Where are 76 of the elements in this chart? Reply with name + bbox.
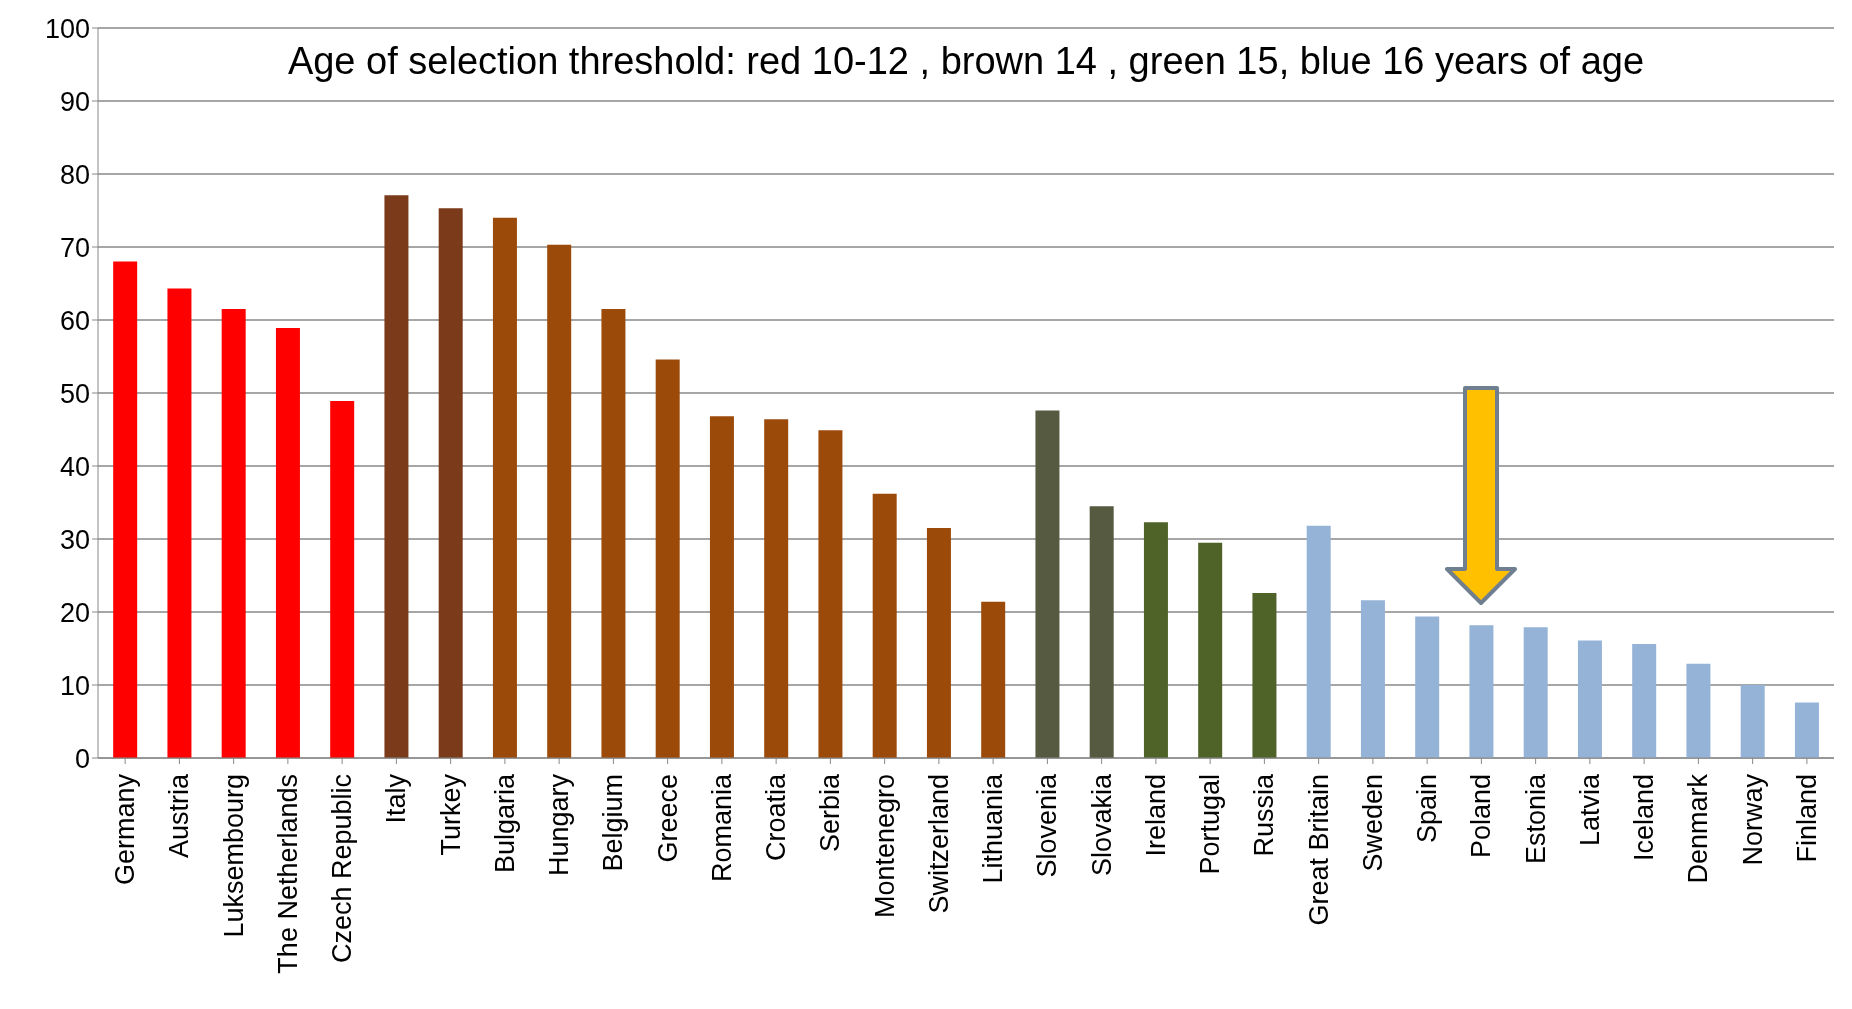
bar [1198, 542, 1223, 758]
x-tick-label: Serbia [815, 773, 846, 853]
bar [1794, 702, 1819, 758]
bar [818, 430, 843, 758]
bar [113, 261, 138, 758]
x-tick-label: Luksembourg [218, 774, 249, 938]
bar [1360, 600, 1385, 758]
bar [1577, 640, 1602, 758]
bar [1523, 627, 1548, 758]
bar [1035, 410, 1060, 758]
x-tick-label: Denmark [1683, 773, 1714, 884]
x-tick-label: Estonia [1520, 773, 1551, 865]
x-tick-label: Finland [1791, 774, 1822, 863]
x-tick-label: Sweden [1357, 774, 1388, 872]
x-tick-label: Belgium [598, 774, 629, 872]
bar [1740, 685, 1765, 758]
x-tick-label: Latvia [1574, 773, 1605, 847]
bar [1089, 506, 1114, 758]
y-tick-label: 80 [59, 159, 90, 190]
x-tick-label: Iceland [1629, 774, 1660, 862]
y-tick-label: 100 [44, 13, 90, 44]
x-tick-label: Switzerland [923, 774, 954, 914]
x-tick-label: Hungary [544, 773, 575, 877]
y-tick-label: 10 [59, 670, 90, 701]
x-tick-label: Poland [1466, 774, 1497, 859]
bar [1143, 522, 1168, 758]
bar [438, 208, 463, 758]
bar [655, 359, 680, 758]
x-tick-label: Great Britain [1303, 774, 1334, 926]
y-tick-label: 70 [59, 232, 90, 263]
y-tick-label: 50 [59, 378, 90, 409]
y-tick-label: 20 [59, 597, 90, 628]
bar [926, 528, 951, 758]
y-tick-label: 0 [74, 743, 90, 774]
bar [601, 309, 626, 758]
bar [764, 419, 789, 758]
x-tick-label: Czech Republic [327, 774, 358, 964]
x-tick-label: Montenegro [869, 774, 900, 919]
bar [1252, 593, 1277, 758]
x-tick-label: Lithuania [978, 773, 1009, 884]
y-tick-label: 40 [59, 451, 90, 482]
x-tick-label: Bulgaria [489, 773, 520, 874]
bar [1469, 625, 1494, 758]
x-tick-label: Ireland [1140, 774, 1171, 857]
x-tick-label: Russia [1249, 773, 1280, 857]
x-tick-label: Germany [110, 773, 141, 886]
bar [872, 493, 897, 758]
x-tick-label: Slovakia [1086, 773, 1117, 877]
x-tick-label: Greece [652, 774, 683, 863]
bar [275, 328, 300, 758]
bar [547, 244, 572, 758]
bar [167, 288, 192, 758]
x-tick-label: Spain [1412, 774, 1443, 844]
x-tick-label: Italy [381, 773, 412, 824]
bar [492, 217, 517, 758]
x-tick-label: Croatia [761, 773, 792, 862]
x-tick-label: Norway [1737, 773, 1768, 866]
bar [330, 401, 355, 758]
bar [981, 601, 1006, 758]
x-tick-label: Turkey [435, 773, 466, 856]
x-tick-label: Slovenia [1032, 773, 1063, 878]
bar [384, 195, 409, 758]
chart-title: Age of selection threshold: red 10-12 , brown 14 , green 15, blue 16 years of age [286, 40, 1646, 83]
bar [1306, 525, 1331, 758]
bar [1632, 644, 1657, 758]
y-tick-label: 90 [59, 86, 90, 117]
y-tick-label: 30 [59, 524, 90, 555]
x-tick-label: The Netherlands [272, 774, 303, 974]
x-tick-label: Austria [164, 773, 195, 859]
x-tick-label: Romania [706, 773, 737, 883]
bar [1686, 663, 1711, 758]
x-tick-label: Portugal [1195, 774, 1226, 875]
bar [1415, 616, 1440, 758]
bar [709, 416, 734, 758]
bar [221, 309, 246, 758]
y-tick-label: 60 [59, 305, 90, 336]
